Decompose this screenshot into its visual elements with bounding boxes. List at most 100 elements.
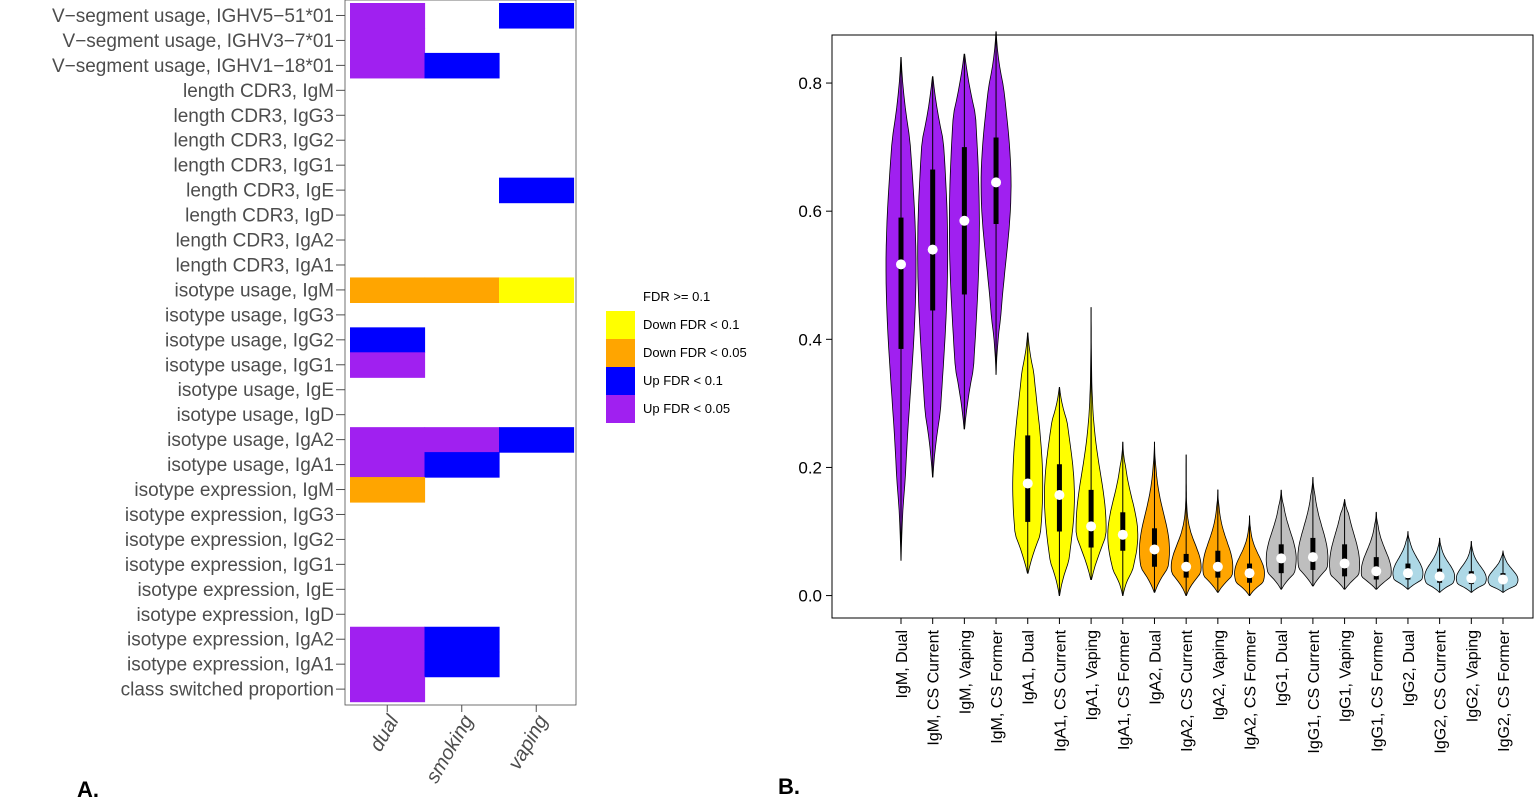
x-tick-label: IgG2, CS Former [1496,629,1513,751]
column-label: dual [366,711,404,755]
violin-median-dot [1086,521,1097,532]
row-label: class switched proportion [121,680,334,701]
violin-median-dot [1212,561,1223,572]
heatmap-cell [350,651,426,678]
violin-median-dot [1466,573,1477,584]
legend-label: Up FDR < 0.1 [643,373,723,388]
violin-iqr-box [1088,489,1094,548]
column-label: vaping [504,712,553,774]
x-tick-label: IgA1, Vaping [1084,630,1101,720]
row-label: length CDR3, IgM [183,81,334,102]
row-label: V−segment usage, IGHV1−18*01 [52,56,334,77]
violin-median-dot [1307,552,1318,563]
x-tick-label: IgM, CS Current [926,629,943,745]
row-label: length CDR3, IgE [186,181,334,202]
row-label: isotype usage, IgA2 [167,430,334,451]
violin-plot-frame [831,34,1534,619]
x-tick-label: IgG1, CS Current [1306,629,1323,753]
row-label: isotype usage, IgG3 [165,305,334,326]
heatmap-cell [424,452,500,478]
violin-median-dot [1117,529,1128,540]
heatmap-cell [424,427,500,453]
violin-median-dot [927,244,938,255]
row-label: V−segment usage, IGHV5−51*01 [52,6,334,27]
violin-median-dot [1054,489,1065,500]
row-label: isotype expression, IgD [137,605,335,626]
panel-a-label: A. [77,777,99,802]
row-label: length CDR3, IgG3 [173,106,334,127]
x-tick-label: IgA1, CS Former [1116,629,1133,750]
violin-y-axis: 0.0 0.2 0.4 0.6 0.8 [798,74,832,606]
heatmap-cell [350,277,426,303]
x-tick-label: IgA1, CS Current [1052,629,1069,751]
heatmap-cell [350,427,426,453]
y-tick-label: 0.4 [798,330,822,349]
x-tick-label: IgM, Dual [894,630,911,698]
legend-label: Down FDR < 0.05 [643,345,747,360]
x-tick-label: IgG1, Vaping [1338,630,1355,722]
x-tick-label: IgA2, CS Current [1179,629,1196,751]
violin-shapes [885,31,1519,596]
heatmap-cell [424,277,500,303]
row-label: length CDR3, IgA1 [176,255,334,276]
legend-label: Up FDR < 0.05 [643,401,730,416]
heatmap-panel: V−segment usage, IGHV5−51*01 V−segment us… [52,0,577,787]
row-label: isotype usage, IgG2 [165,330,334,351]
x-tick-label: IgA2, Dual [1147,630,1164,705]
violin-x-axis: IgM, Dual IgM, CS Current IgM, Vaping IgM, … [894,618,1513,754]
panel-b-label: B. [778,774,800,799]
legend-swatch [606,395,635,423]
row-label: isotype usage, IgA1 [167,455,334,476]
heatmap-cell [350,352,426,378]
row-label: isotype expression, IgA2 [127,630,334,651]
legend-swatch [606,283,635,311]
heatmap-cells [350,3,575,703]
violin-median-dot [1149,544,1160,555]
heatmap-column-labels: dual smoking vaping [366,705,553,787]
x-tick-label: IgG2, Dual [1401,630,1418,706]
y-tick-label: 0.2 [798,458,822,477]
row-label: isotype expression, IgG3 [125,505,334,526]
legend-label: Down FDR < 0.1 [643,317,739,332]
x-tick-label: IgA2, CS Former [1243,629,1260,750]
legend-swatch [606,339,635,367]
heatmap-cell [499,277,575,303]
violin-iqr-box [930,169,936,311]
heatmap-cell [350,3,426,29]
row-label: isotype usage, IgM [175,280,334,301]
heatmap-cell [350,327,426,353]
row-label: length CDR3, IgD [185,206,334,227]
x-tick-label: IgA2, Vaping [1211,630,1228,720]
violin-median-dot [1022,478,1033,489]
heatmap-cell [499,177,575,204]
violin-median-dot [1371,566,1382,577]
y-tick-label: 0.6 [798,202,822,221]
legend-label: FDR >= 0.1 [643,289,710,304]
violin-median-dot [1402,568,1413,579]
row-label: isotype expression, IgM [134,480,334,501]
legend-swatch [606,311,635,339]
x-tick-label: IgM, Vaping [957,630,974,714]
violin-panel: 0.0 0.2 0.4 0.6 0.8 IgM, Dual IgM, CS Current… [798,31,1534,754]
row-label: V−segment usage, IGHV3−7*01 [63,31,334,52]
heatmap-cell [499,427,575,453]
heatmap-cell [350,52,426,79]
heatmap-row-labels: V−segment usage, IGHV5−51*01 V−segment us… [52,6,345,701]
column-label: smoking [422,712,478,788]
y-tick-label: 0.8 [798,74,822,93]
row-label: isotype expression, IgG2 [125,530,334,551]
row-label: isotype usage, IgD [177,405,334,426]
x-tick-label: IgM, CS Former [989,629,1006,743]
violin-median-dot [1244,568,1255,579]
row-label: isotype expression, IgE [138,580,334,601]
violin-median-dot [1498,574,1508,585]
violin-median-dot [1339,558,1350,569]
row-label: isotype usage, IgG1 [165,355,334,376]
x-tick-label: IgG1, Dual [1274,630,1291,706]
x-tick-label: IgG2, Vaping [1464,630,1481,722]
heatmap-cell [499,3,575,29]
row-label: length CDR3, IgG2 [173,131,334,152]
x-tick-label: IgG2, CS Current [1433,629,1450,753]
x-tick-label: IgG1, CS Former [1369,629,1386,751]
